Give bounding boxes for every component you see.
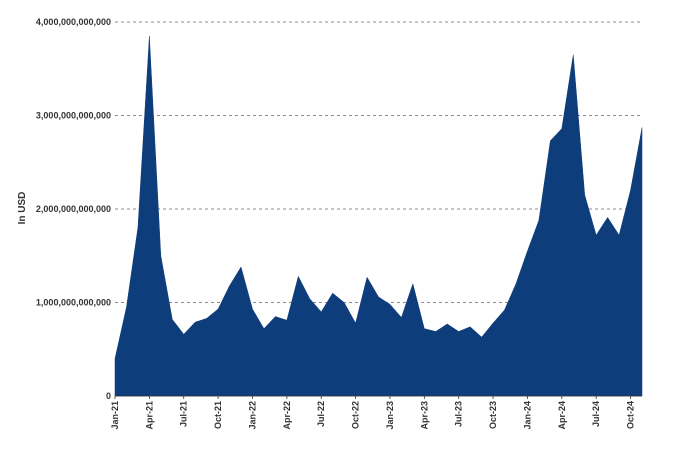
- x-tick-label: Jan-21: [110, 401, 120, 430]
- x-tick-label: Jul-21: [179, 401, 189, 427]
- x-axis: Jan-21 Apr-21 Jul-21 Oct-21 Jan-22 Apr-22 Jul-…: [110, 395, 642, 430]
- x-tick-label: Jul-22: [316, 401, 326, 427]
- x-tick-label: Jan-22: [247, 401, 257, 430]
- y-tick-label: 3,000,000,000,000: [36, 111, 111, 121]
- x-tick-label: Jul-23: [454, 401, 464, 427]
- y-axis-title: In USD: [17, 192, 28, 225]
- x-tick-label: Oct-23: [488, 401, 498, 429]
- x-tick-label: Oct-21: [213, 401, 223, 429]
- y-tick-label: 1,000,000,000,000: [36, 298, 111, 308]
- area-fill: [114, 36, 643, 397]
- y-axis: 0 1,000,000,000,000 2,000,000,000,000 3,000…: [36, 17, 111, 401]
- y-tick-label: 2,000,000,000,000: [36, 204, 111, 214]
- x-tick-label: Jan-23: [385, 401, 395, 430]
- x-tick-label: Apr-24: [557, 401, 567, 430]
- x-tick-label: Apr-22: [282, 401, 292, 430]
- x-tick-label: Apr-23: [419, 401, 429, 430]
- x-tick-label: Jul-24: [591, 401, 601, 427]
- y-tick-label: 0: [106, 391, 111, 401]
- x-tick-label: Oct-24: [626, 401, 636, 429]
- x-tick-label: Oct-22: [351, 401, 361, 429]
- area-series: [114, 36, 643, 397]
- y-tick-label: 4,000,000,000,000: [36, 17, 111, 27]
- x-tick-label: Apr-21: [144, 401, 154, 430]
- x-tick-label: Jan-24: [522, 401, 532, 430]
